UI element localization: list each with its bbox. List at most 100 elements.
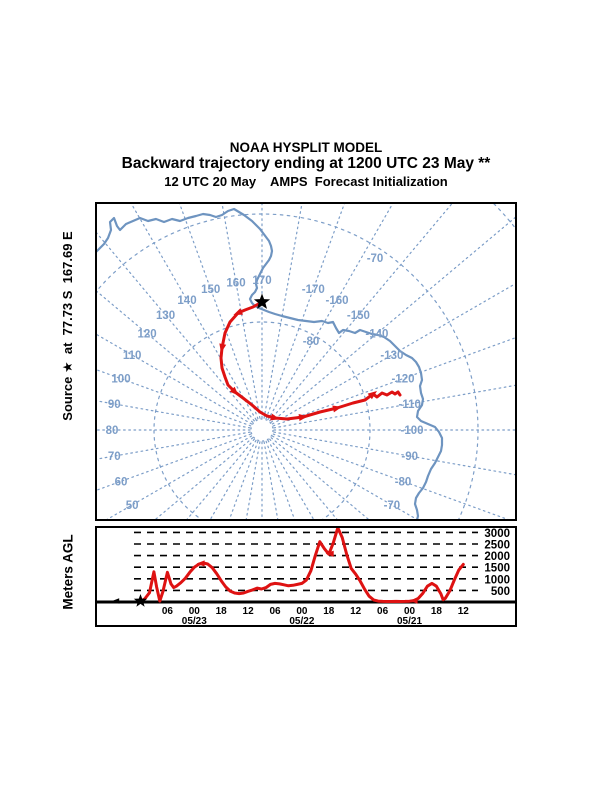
date-tick-label: 05/23 [182, 616, 207, 627]
meridian-line [209, 439, 257, 519]
height-tick-label: 2500 [484, 540, 510, 552]
lon-label: 80 [106, 425, 119, 437]
lon-label: 70 [108, 451, 121, 463]
hour-tick-label: 06 [162, 606, 174, 617]
hour-tick-label: 06 [269, 606, 281, 617]
lon-label: 120 [138, 329, 157, 341]
lon-label: -90 [401, 451, 418, 463]
height-start-star [133, 594, 148, 607]
hour-tick-label: 12 [243, 606, 255, 617]
hour-tick-label: 00 [404, 606, 416, 617]
meridian-line [272, 433, 509, 519]
hour-tick-label: 18 [216, 606, 228, 617]
lon-label: -160 [325, 295, 348, 307]
lon-label: 150 [201, 284, 220, 296]
model-title: NOAA HYSPLIT MODEL [229, 140, 383, 155]
meridian-line [97, 400, 251, 429]
lon-label: 50 [126, 500, 139, 512]
lon-label: -70 [384, 500, 401, 512]
height-tick-label: 500 [491, 586, 510, 598]
height-time-marker [196, 560, 205, 567]
trajectory-time-marker [233, 308, 244, 315]
lon-label: -130 [380, 350, 403, 362]
initialization-subtitle: 12 UTC 20 May AMPS Forecast Initializati… [164, 174, 448, 189]
height-panel-border [95, 526, 517, 627]
hour-tick-label: 00 [296, 606, 308, 617]
pole-circle [250, 418, 274, 442]
height-tick-label: 1500 [484, 563, 510, 575]
meridian-line [228, 440, 259, 519]
lon-label: 90 [108, 399, 121, 411]
meridian-line [267, 204, 394, 421]
lat-label: -80 [303, 336, 320, 348]
meridian-line [186, 438, 255, 519]
lon-label: 110 [123, 350, 142, 362]
hour-tick-label: 06 [377, 606, 389, 617]
meridian-line [271, 435, 418, 519]
lon-label: 60 [115, 476, 128, 488]
meridian-line [179, 204, 259, 420]
hour-tick-label: 00 [189, 606, 201, 617]
meridian-line [265, 204, 345, 420]
meridian-line [97, 232, 255, 422]
parallel-circle [97, 213, 479, 519]
lon-label: -120 [391, 374, 414, 386]
lon-label: -100 [400, 425, 423, 437]
lon-label: 160 [226, 277, 245, 289]
meridian-line [97, 290, 254, 423]
trajectory-time-marker [270, 413, 280, 421]
meridian-line [272, 337, 515, 427]
trajectory-path [219, 300, 402, 421]
meridian-line [271, 283, 515, 425]
lon-label: 130 [156, 310, 175, 322]
trajectory-time-marker [367, 391, 378, 400]
lat-label: -70 [367, 253, 384, 265]
map-panel-border [95, 202, 517, 521]
trajectory-time-marker [298, 414, 308, 421]
lon-label: -80 [395, 476, 412, 488]
lon-label: 170 [252, 275, 271, 287]
meridian-line [97, 369, 252, 427]
height-tick-label: 1000 [484, 574, 510, 586]
meridian-line [97, 433, 252, 491]
meridian-line [97, 334, 253, 425]
pole-disc [252, 420, 272, 440]
meridian-line [155, 437, 254, 519]
trajectory-title: Backward trajectory ending at 1200 UTC 2… [121, 155, 491, 172]
lon-label: -140 [365, 329, 388, 341]
lon-label: -170 [302, 284, 325, 296]
date-tick-label: 05/21 [397, 616, 422, 627]
lon-label: -150 [347, 310, 370, 322]
lon-label: 100 [111, 374, 130, 386]
axis-start-triangle [112, 598, 120, 604]
meridian-line [273, 431, 515, 476]
height-tick-label: 2000 [484, 551, 510, 563]
trajectory-time-marker [332, 405, 342, 413]
meridian-line [270, 437, 369, 519]
lon-label: -110 [399, 399, 421, 411]
height-tick-label: 3000 [484, 528, 510, 540]
meridian-line [269, 438, 338, 519]
trajectory-time-marker [229, 386, 239, 396]
hour-tick-label: 18 [431, 606, 443, 617]
meridian-line [269, 204, 453, 422]
meridian-line [267, 439, 315, 519]
height-time-marker [325, 550, 334, 557]
meridian-line [273, 384, 515, 429]
meridian-line [263, 441, 279, 519]
meridian-line [221, 204, 261, 419]
meridian-line [106, 435, 253, 519]
meridian-line [245, 441, 261, 519]
trajectory-time-marker [219, 343, 227, 353]
hour-tick-label: 18 [323, 606, 335, 617]
source-star-marker [253, 293, 271, 309]
meridian-line [263, 204, 303, 419]
meridian-line [130, 204, 257, 421]
parallel-circle [153, 321, 371, 519]
lon-label: 140 [177, 295, 196, 307]
